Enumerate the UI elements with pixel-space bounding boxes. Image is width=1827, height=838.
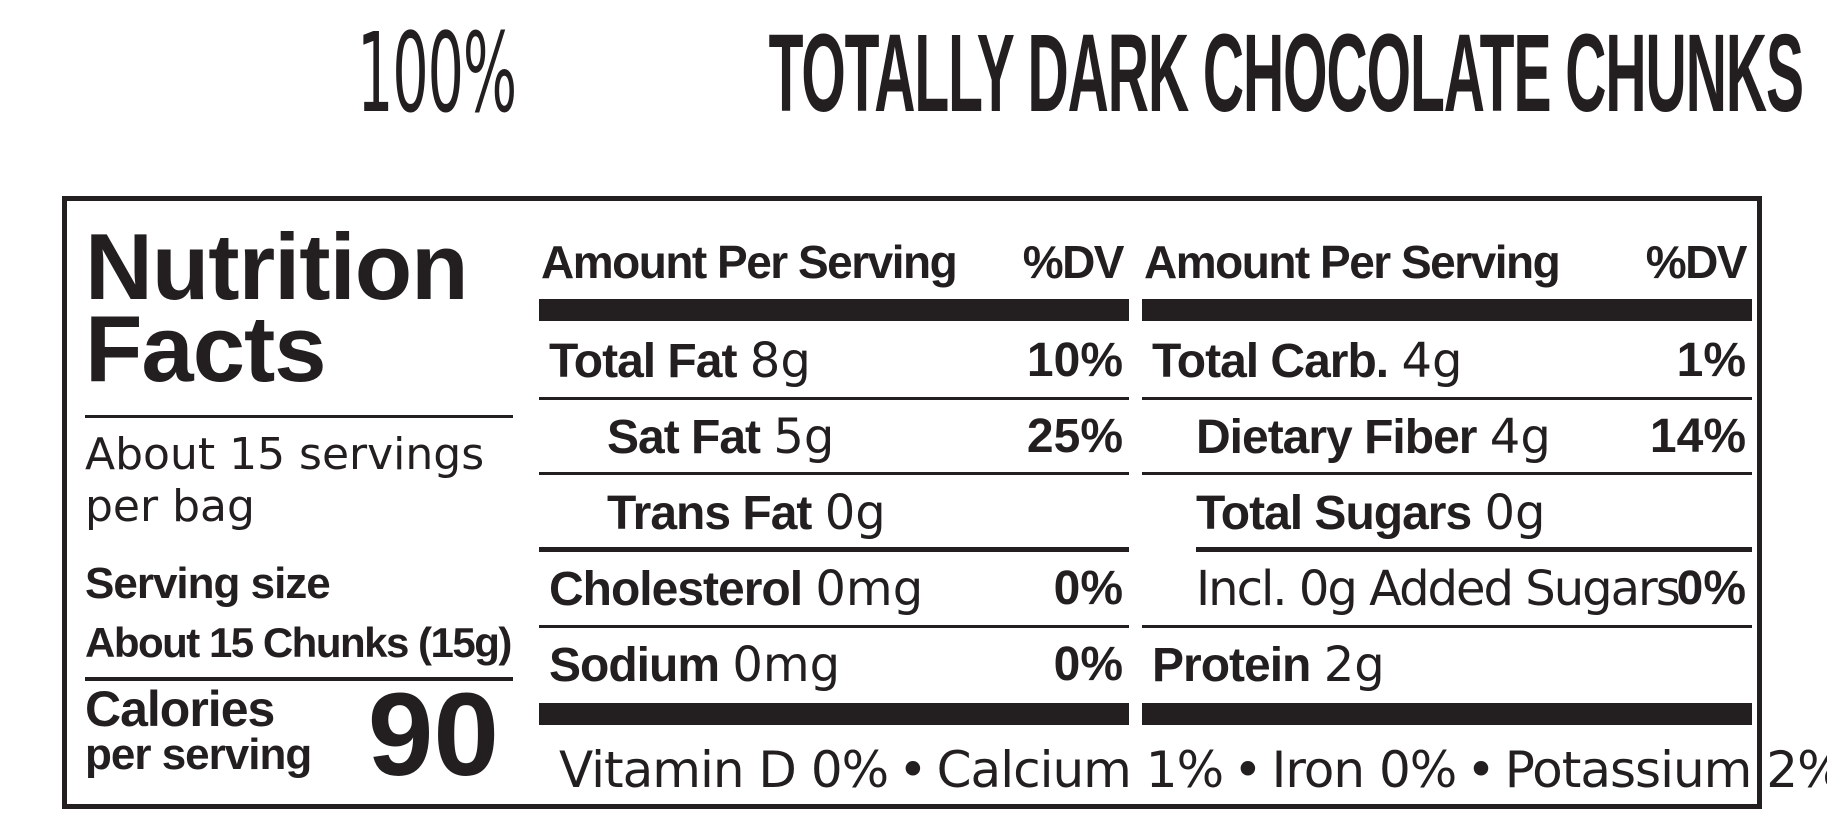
heading-divider [85,415,513,418]
nutrient-amount: 0mg [732,637,841,693]
nutrient-dv: 10% [1026,334,1123,387]
nutrient-row-dietary-fiber: Dietary Fiber 4g 14% [1142,399,1752,471]
title-percent: 100% [357,9,517,137]
row-divider [539,472,1129,475]
calories-value: 90 [367,669,499,801]
calories-label-line-2: per serving [85,730,312,779]
nutrient-row-added-sugars: Incl. 0g Added Sugars 0% [1142,551,1752,623]
product-title: 100% TOTALLY DARK CHOCOLATE CHUNKS [0,8,1827,139]
bullet-separator: • [1233,741,1262,799]
nutrients-column-2: Amount Per Serving %DV Total Carb. 4g 1%… [1142,201,1752,804]
nutrient-row-cholesterol: Cholesterol 0mg 0% [539,551,1129,623]
nutrient-label: Dietary Fiber [1196,411,1477,464]
nutrient-row-total-fat: Total Fat 8g 10% [539,323,1129,395]
nutrient-amount: 5g [773,409,835,465]
nutrients-column-1: Amount Per Serving %DV Total Fat 8g 10% … [539,201,1129,804]
nutrient-amount: 8g [749,333,811,389]
title-product-name: TOTALLY DARK CHOCOLATE CHUNKS [768,12,1804,135]
nutrient-row-sodium: Sodium 0mg 0% [539,627,1129,699]
header-thick-bar [1142,299,1752,321]
nutrient-label: Incl. 0g Added Sugars [1196,561,1681,617]
nutrition-facts-panel: Nutrition Facts About 15 servings per ba… [62,196,1827,809]
servings-per-container: About 15 servings per bag [85,429,525,533]
nutrient-row-trans-fat: Trans Fat 0g [539,475,1129,547]
nutrient-label: Total Fat [549,335,737,388]
nutrient-amount: 4g [1489,409,1551,465]
calcium: Calcium 1% [936,741,1224,799]
vitamin-d: Vitamin D 0% [559,741,889,799]
calories-label: Calories per serving [85,681,312,779]
dv-header: %DV [1022,236,1125,288]
nutrient-amount: 0g [824,485,886,541]
column-2-header: Amount Per Serving %DV [1142,235,1752,295]
heading-line-1: Nutrition [85,214,469,319]
vitamins-minerals-line: Vitamin D 0% • Calcium 1% • Iron 0% • Potassiu… [559,741,1827,799]
serving-size-label: Serving size [85,559,331,608]
dv-header: %DV [1645,236,1748,288]
nutrient-dv: 0% [1053,638,1123,691]
nutrient-dv: 14% [1649,410,1746,463]
row-divider [1142,625,1752,628]
nutrient-label: Trans Fat [607,487,812,540]
servings-line-1: About 15 servings [85,429,485,480]
calories-label-line-1: Calories [85,681,275,737]
nutrient-row-total-carb: Total Carb. 4g 1% [1142,323,1752,395]
footer-thick-bar [1142,703,1752,725]
header-thick-bar [539,299,1129,321]
potassium: Potassium 2% [1504,741,1827,799]
calories-divider [85,677,513,681]
nutrient-row-protein: Protein 2g [1142,627,1752,699]
nutrient-label: Total Sugars [1196,487,1472,540]
nutrition-facts-heading: Nutrition Facts [85,214,525,401]
nutrient-row-total-sugars: Total Sugars 0g [1142,475,1752,547]
nutrient-amount: 2g [1323,637,1385,693]
nutrient-amount: 4g [1401,333,1463,389]
row-divider [1196,547,1752,552]
nutrient-dv: 0% [1676,562,1746,615]
nutrient-label: Sat Fat [607,411,761,464]
nutrient-label: Protein [1152,639,1311,692]
nutrient-row-sat-fat: Sat Fat 5g 25% [539,399,1129,471]
row-divider [539,625,1129,628]
amount-per-serving-header: Amount Per Serving [541,236,958,288]
footer-thick-bar [539,703,1129,725]
bullet-separator: • [898,741,927,799]
nutrient-label: Total Carb. [1152,335,1389,388]
iron: Iron 0% [1271,741,1458,799]
row-divider [1142,472,1752,475]
nutrient-dv: 0% [1053,562,1123,615]
nutrient-label: Sodium [549,639,720,692]
bullet-separator: • [1466,741,1495,799]
column-1-header: Amount Per Serving %DV [539,235,1129,295]
row-divider [1142,397,1752,400]
row-divider [539,547,1129,552]
row-divider [539,397,1129,400]
nutrient-label: Cholesterol [549,563,803,616]
heading-line-2: Facts [85,296,327,401]
nutrient-amount: 0mg [815,561,924,617]
amount-per-serving-header: Amount Per Serving [1144,236,1561,288]
facts-summary: Nutrition Facts About 15 servings per ba… [67,201,527,804]
serving-size-value: About 15 Chunks (15g) [85,619,512,666]
servings-line-2: per bag [85,481,255,532]
nutrient-amount: 0g [1484,485,1546,541]
nutrient-dv: 25% [1026,410,1123,463]
nutrient-dv: 1% [1676,334,1746,387]
